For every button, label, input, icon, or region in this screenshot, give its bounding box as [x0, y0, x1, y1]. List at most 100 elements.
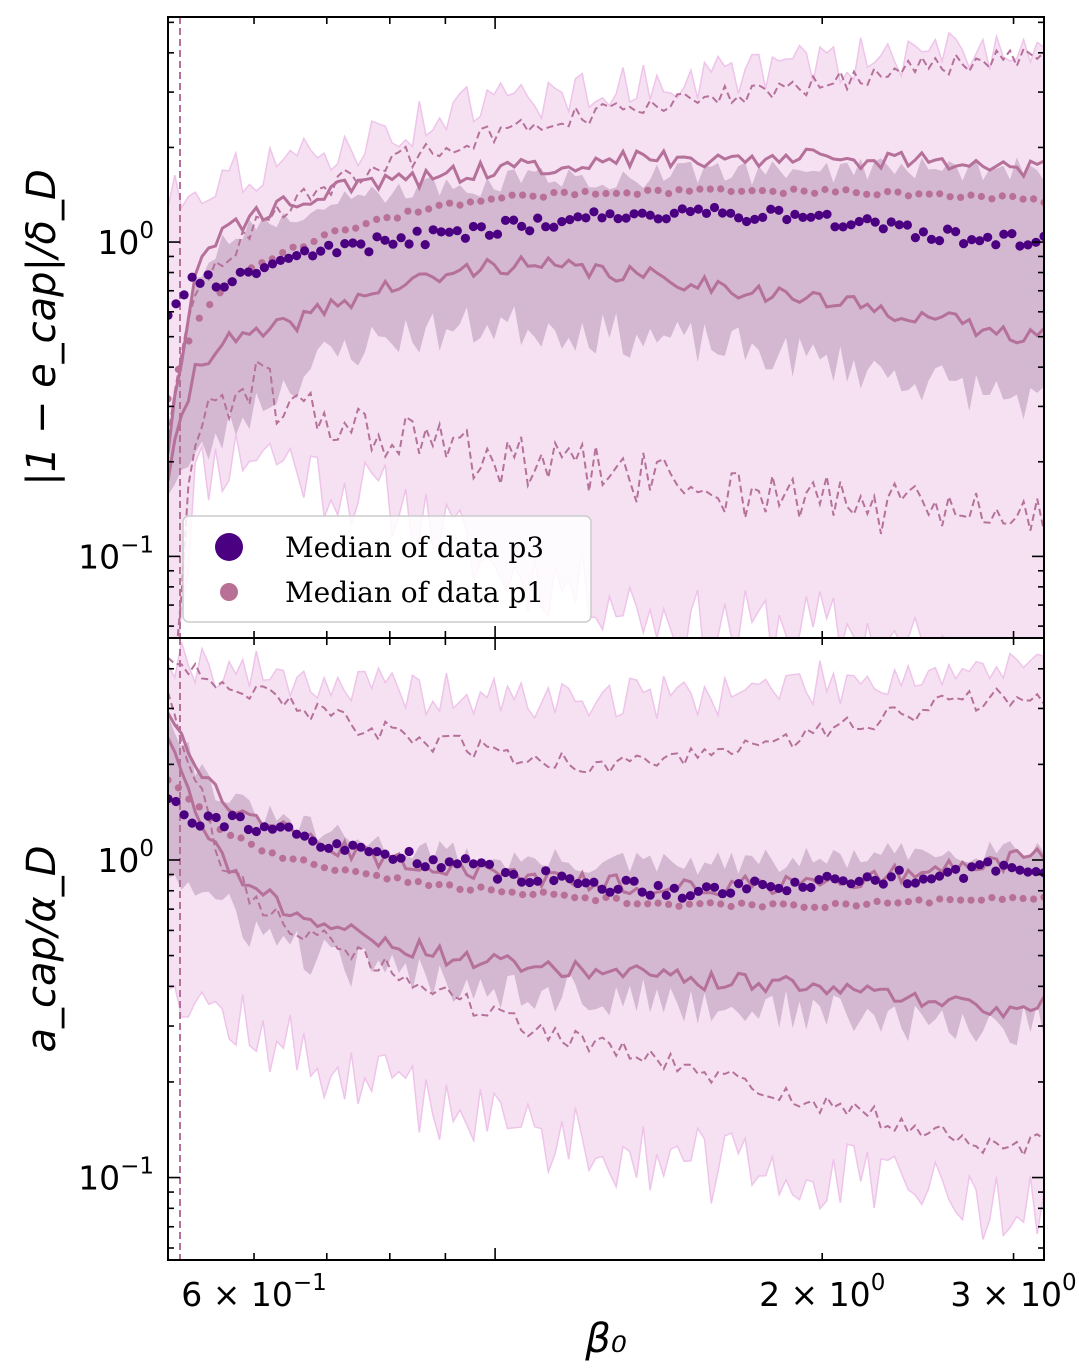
median-p1-point — [487, 195, 495, 203]
dashed-line-1 — [168, 657, 1044, 775]
median-p1-point — [644, 900, 652, 908]
median-p1-point — [498, 888, 506, 896]
median-p3-point — [798, 882, 808, 892]
median-p1-point — [644, 186, 652, 194]
median-p3-point — [734, 213, 744, 223]
median-p1-point — [654, 899, 662, 907]
median-p3-point — [372, 232, 382, 242]
legend-label: Median of data p1 — [285, 576, 544, 609]
median-p3-point — [742, 216, 752, 227]
median-p3-point — [243, 267, 253, 277]
median-p1-point — [529, 192, 537, 200]
median-p3-point — [693, 886, 704, 897]
median-p3-point — [340, 845, 350, 856]
median-p3-point — [613, 884, 623, 894]
median-p3-point — [292, 251, 302, 261]
median-p3-point — [219, 282, 229, 292]
median-p1-point — [414, 878, 422, 886]
median-p1-point — [685, 900, 694, 908]
median-p3-point — [758, 212, 768, 222]
median-p1-point — [174, 784, 182, 792]
median-p1-point — [268, 849, 276, 857]
median-p1-point — [863, 190, 871, 198]
median-p3-point — [661, 890, 671, 901]
median-p3-point — [292, 829, 302, 839]
median-p1-point — [977, 192, 986, 201]
median-p1-point — [925, 899, 933, 907]
median-p3-point — [742, 884, 752, 894]
median-p3-point — [902, 220, 913, 230]
median-p3-point — [645, 210, 655, 220]
median-p3-point — [492, 229, 503, 239]
median-p3-point — [991, 866, 1001, 876]
median-p3-point — [332, 248, 342, 258]
median-p3-point — [806, 212, 816, 222]
median-p3-point — [460, 233, 470, 243]
median-p1-point — [341, 866, 349, 874]
median-p3-point — [653, 214, 663, 224]
median-p1-point — [957, 896, 965, 904]
median-p3-point — [1007, 229, 1017, 239]
median-p3-point — [171, 796, 181, 807]
median-p1-point — [466, 886, 474, 894]
median-p1-point — [831, 188, 840, 196]
median-p1-point — [404, 207, 412, 215]
median-p1-point — [998, 192, 1006, 200]
median-p3-point — [814, 210, 824, 220]
median-p3-point — [677, 204, 687, 214]
median-p3-point — [910, 878, 921, 888]
median-p3-point — [959, 873, 969, 884]
median-p1-point — [571, 894, 579, 902]
median-p3-point — [637, 208, 647, 218]
median-p3-point — [967, 862, 977, 872]
median-p3-point — [669, 208, 679, 218]
x-ticks — [167, 17, 1015, 638]
median-p3-point — [428, 225, 438, 235]
median-p3-point — [380, 235, 390, 245]
median-p1-point — [435, 881, 443, 889]
median-p1-point — [446, 881, 454, 889]
median-p1-point — [592, 190, 600, 198]
median-p3-point — [476, 222, 486, 232]
median-p3-point — [854, 876, 864, 887]
median-p3-point — [356, 239, 366, 249]
median-p3-point — [517, 221, 527, 231]
median-p1-point — [289, 243, 297, 251]
median-p3-point — [581, 878, 591, 888]
median-p3-point — [508, 215, 519, 225]
median-p1-point — [237, 834, 245, 842]
median-p3-point — [452, 226, 462, 236]
median-p3-point — [452, 859, 462, 869]
median-p1-point — [477, 883, 485, 891]
median-p3-point — [806, 882, 816, 893]
median-p1-point — [362, 220, 370, 228]
median-p1-point — [352, 224, 360, 232]
median-p1-point — [727, 187, 735, 196]
median-p1-point — [790, 185, 798, 193]
y-tick-label: 10−1 — [78, 1154, 154, 1198]
median-p3-point — [525, 877, 535, 888]
median-p1-point — [352, 867, 360, 876]
median-p3-point — [565, 874, 575, 884]
median-p1-point — [967, 191, 975, 199]
median-p1-point — [717, 900, 725, 908]
median-p3-point — [709, 202, 720, 213]
median-p3-point — [975, 860, 985, 870]
median-p3-point — [693, 204, 704, 214]
legend-label: Median of data p3 — [285, 531, 544, 564]
median-p3-point — [267, 259, 278, 269]
median-p1-point — [571, 191, 579, 199]
median-p3-point — [308, 251, 318, 261]
median-p3-point — [251, 268, 261, 279]
median-p3-point — [372, 847, 382, 857]
median-p1-point — [310, 237, 318, 246]
median-p3-point — [211, 812, 221, 823]
median-p1-point — [1030, 195, 1038, 203]
median-p3-point — [902, 879, 913, 889]
median-p1-point — [800, 187, 808, 195]
dashed-line-2 — [176, 359, 1044, 638]
solid-line-2 — [168, 254, 1044, 482]
median-p3-point — [541, 866, 551, 876]
median-p3-point — [388, 854, 398, 865]
